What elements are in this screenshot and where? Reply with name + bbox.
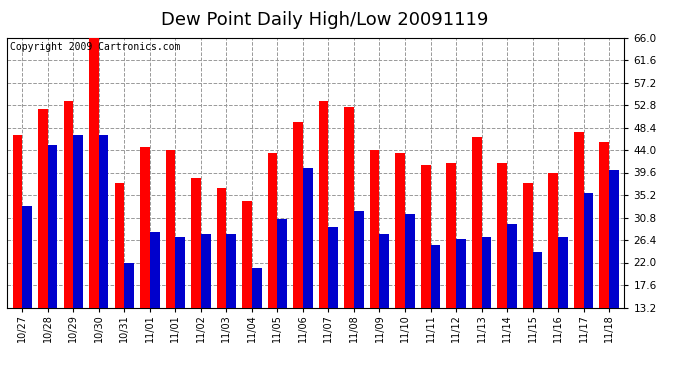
Bar (252, 268, 262, 375)
Bar (507, 224, 517, 375)
Bar (22, 206, 32, 375)
Bar (293, 122, 303, 375)
Bar (574, 132, 584, 375)
Bar (38, 109, 48, 375)
Bar (48, 145, 57, 375)
Bar (277, 219, 287, 375)
Bar (584, 194, 593, 375)
Bar (217, 188, 226, 375)
Bar (482, 237, 491, 375)
Bar (12, 135, 22, 375)
Bar (268, 153, 277, 375)
Bar (609, 171, 619, 375)
Bar (380, 234, 389, 375)
Bar (405, 214, 415, 375)
Bar (497, 163, 507, 375)
Bar (370, 150, 380, 375)
Bar (166, 150, 175, 375)
Bar (523, 183, 533, 375)
Bar (558, 237, 568, 375)
Bar (549, 173, 558, 375)
Bar (421, 165, 431, 375)
Text: Copyright 2009 Cartronics.com: Copyright 2009 Cartronics.com (10, 42, 180, 51)
Bar (150, 232, 159, 375)
Bar (303, 168, 313, 375)
Bar (354, 211, 364, 375)
Bar (89, 38, 99, 375)
Bar (456, 240, 466, 375)
Bar (431, 244, 440, 375)
Bar (191, 178, 201, 375)
Bar (140, 147, 150, 375)
Bar (344, 106, 354, 375)
Bar (328, 227, 338, 375)
Text: Dew Point Daily High/Low 20091119: Dew Point Daily High/Low 20091119 (161, 11, 488, 29)
Bar (226, 234, 236, 375)
Bar (600, 142, 609, 375)
Bar (395, 153, 405, 375)
Bar (175, 237, 185, 375)
Bar (99, 135, 108, 375)
Bar (124, 262, 134, 375)
Bar (533, 252, 542, 375)
Bar (201, 234, 210, 375)
Bar (242, 201, 252, 375)
Bar (446, 163, 456, 375)
Bar (115, 183, 124, 375)
Bar (73, 135, 83, 375)
Bar (63, 101, 73, 375)
Bar (472, 137, 482, 375)
Bar (319, 101, 328, 375)
